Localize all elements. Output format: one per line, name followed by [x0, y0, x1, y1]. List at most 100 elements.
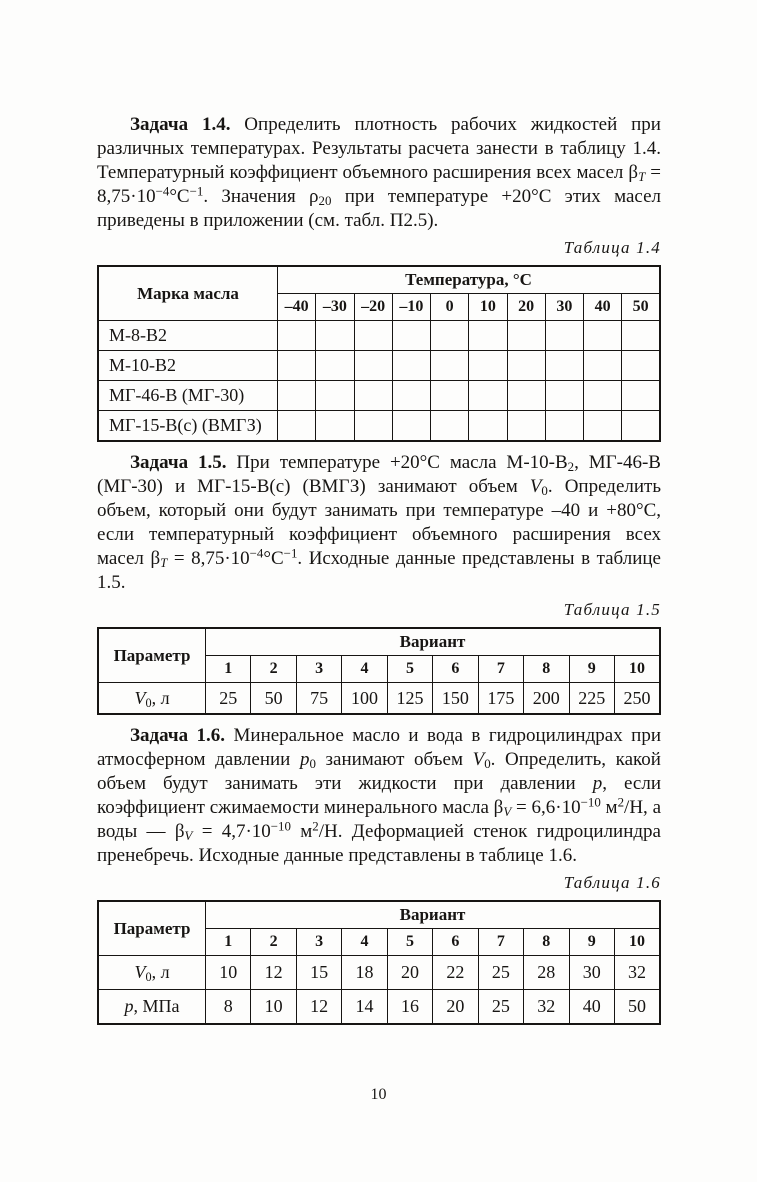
text-run: Задача 1.6. — [130, 725, 226, 746]
data-cell: 10 — [204, 955, 252, 990]
column-header: 40 — [582, 293, 623, 321]
table-row: М-8-В2 — [97, 320, 661, 351]
data-cell — [582, 320, 623, 351]
column-header: –30 — [315, 293, 355, 321]
task-1-5-paragraph: Задача 1.5. При температуре +20°С масла … — [97, 451, 661, 595]
text-run: Определить плотность рабочих жидкостей п… — [97, 114, 661, 183]
text-run: V — [134, 687, 146, 708]
text-run: , МПа — [133, 996, 180, 1016]
data-cell — [391, 410, 432, 442]
column-header: 50 — [621, 293, 661, 321]
text-run: /Н. Деформацией стенок гидроцилиндра пре… — [97, 821, 661, 866]
data-cell: 25 — [204, 682, 252, 715]
data-cell: 12 — [295, 989, 343, 1025]
data-cell: 14 — [341, 989, 388, 1025]
data-cell — [315, 350, 355, 381]
text-run: Задача 1.5. — [130, 452, 227, 473]
text-run: 0 — [145, 695, 152, 710]
data-cell — [353, 350, 393, 381]
data-cell: 175 — [477, 682, 525, 715]
table-1-4: Марка масла Температура, °С –40 –30 –20 –10 0 1… — [97, 265, 661, 442]
data-cell: 20 — [432, 989, 479, 1025]
data-cell: 15 — [295, 955, 343, 990]
column-header: –20 — [353, 293, 393, 321]
data-cell: 100 — [341, 682, 388, 715]
data-cell — [429, 350, 470, 381]
data-cell: 32 — [523, 989, 570, 1025]
corner-header: Параметр — [97, 627, 206, 683]
text-run: 0 — [309, 756, 316, 772]
row-label: V0, л — [97, 955, 206, 990]
table-1-6-caption: Таблица 1.6 — [563, 873, 661, 892]
table-1-5: Параметр Вариант 1 2 3 4 5 6 7 8 9 10 V0, л 25 50 75 100… — [97, 627, 661, 715]
data-cell — [315, 380, 355, 411]
data-cell — [276, 380, 317, 411]
text-run: °С — [263, 548, 284, 569]
text-run: p — [299, 749, 310, 770]
data-cell — [582, 380, 623, 411]
column-header: 2 — [250, 655, 297, 683]
text-run: 2 — [567, 459, 575, 475]
data-cell: 22 — [432, 955, 479, 990]
data-cell: 32 — [613, 955, 661, 990]
data-cell — [544, 410, 585, 442]
table-row: V0, л 10 12 15 18 20 22 25 28 30 32 — [97, 955, 661, 990]
text-run: 0 — [484, 756, 491, 772]
data-cell — [582, 410, 623, 442]
group-header: Вариант — [205, 627, 661, 656]
data-cell: 250 — [613, 682, 661, 715]
text-run: −4 — [249, 545, 264, 561]
data-cell — [506, 380, 546, 411]
text-run: , если коэффициент сжимаемости минеральн… — [97, 773, 661, 818]
group-header: Вариант — [205, 900, 661, 929]
data-cell — [468, 380, 508, 411]
text-run: , л — [151, 687, 170, 708]
data-cell — [468, 350, 508, 381]
corner-header: Марка масла — [97, 265, 278, 321]
column-header: 6 — [432, 655, 479, 683]
text-run: °С — [169, 186, 190, 207]
text-run: 2 — [312, 818, 319, 834]
column-header: 1 — [204, 928, 252, 956]
text-run: −10 — [580, 794, 601, 810]
column-header: 7 — [477, 655, 525, 683]
data-cell — [506, 350, 546, 381]
column-header: –40 — [276, 293, 317, 321]
data-cell — [621, 320, 661, 351]
column-header: 30 — [544, 293, 585, 321]
text-run: −1 — [283, 545, 298, 561]
column-header: 10 — [468, 293, 508, 321]
text-run: V — [134, 962, 146, 982]
task-1-4-paragraph: Задача 1.4. Определить плотность рабочих… — [97, 113, 661, 233]
column-header: 1 — [204, 655, 252, 683]
text-run: , МГ-46-В (МГ-30) и МГ-15-В(с) (ВМГЗ) за… — [97, 452, 661, 497]
table-1-4-caption: Таблица 1.4 — [563, 238, 661, 257]
column-header: 10 — [613, 655, 661, 683]
row-label: М-10-В2 — [97, 350, 278, 381]
data-cell — [544, 350, 585, 381]
data-cell — [391, 320, 432, 351]
page-number: 10 — [370, 1086, 387, 1103]
column-header: 8 — [523, 655, 570, 683]
table-1-6: Параметр Вариант 1 2 3 4 5 6 7 8 9 10 V0, л 10 12 15 18 2… — [97, 900, 661, 1025]
text-run: p — [592, 773, 603, 794]
column-header: 9 — [568, 928, 615, 956]
text-run: занимают объем — [315, 749, 473, 770]
data-cell — [506, 410, 546, 442]
text-run: 20 — [318, 193, 332, 209]
data-cell: 30 — [568, 955, 615, 990]
data-cell: 50 — [613, 989, 661, 1025]
text-run: = 8,75·10 — [97, 162, 661, 207]
column-header: –10 — [391, 293, 432, 321]
text-run: V — [184, 828, 193, 844]
data-cell: 40 — [568, 989, 615, 1025]
data-cell: 25 — [477, 955, 525, 990]
data-cell — [391, 380, 432, 411]
text-run: МГ-15-В(с) (ВМГЗ) — [109, 415, 262, 435]
data-cell — [621, 380, 661, 411]
column-header: 5 — [386, 928, 434, 956]
text-run: V — [529, 476, 542, 497]
row-label: М-8-В2 — [97, 320, 278, 351]
text-run: /Н, а воды — β — [97, 797, 662, 842]
